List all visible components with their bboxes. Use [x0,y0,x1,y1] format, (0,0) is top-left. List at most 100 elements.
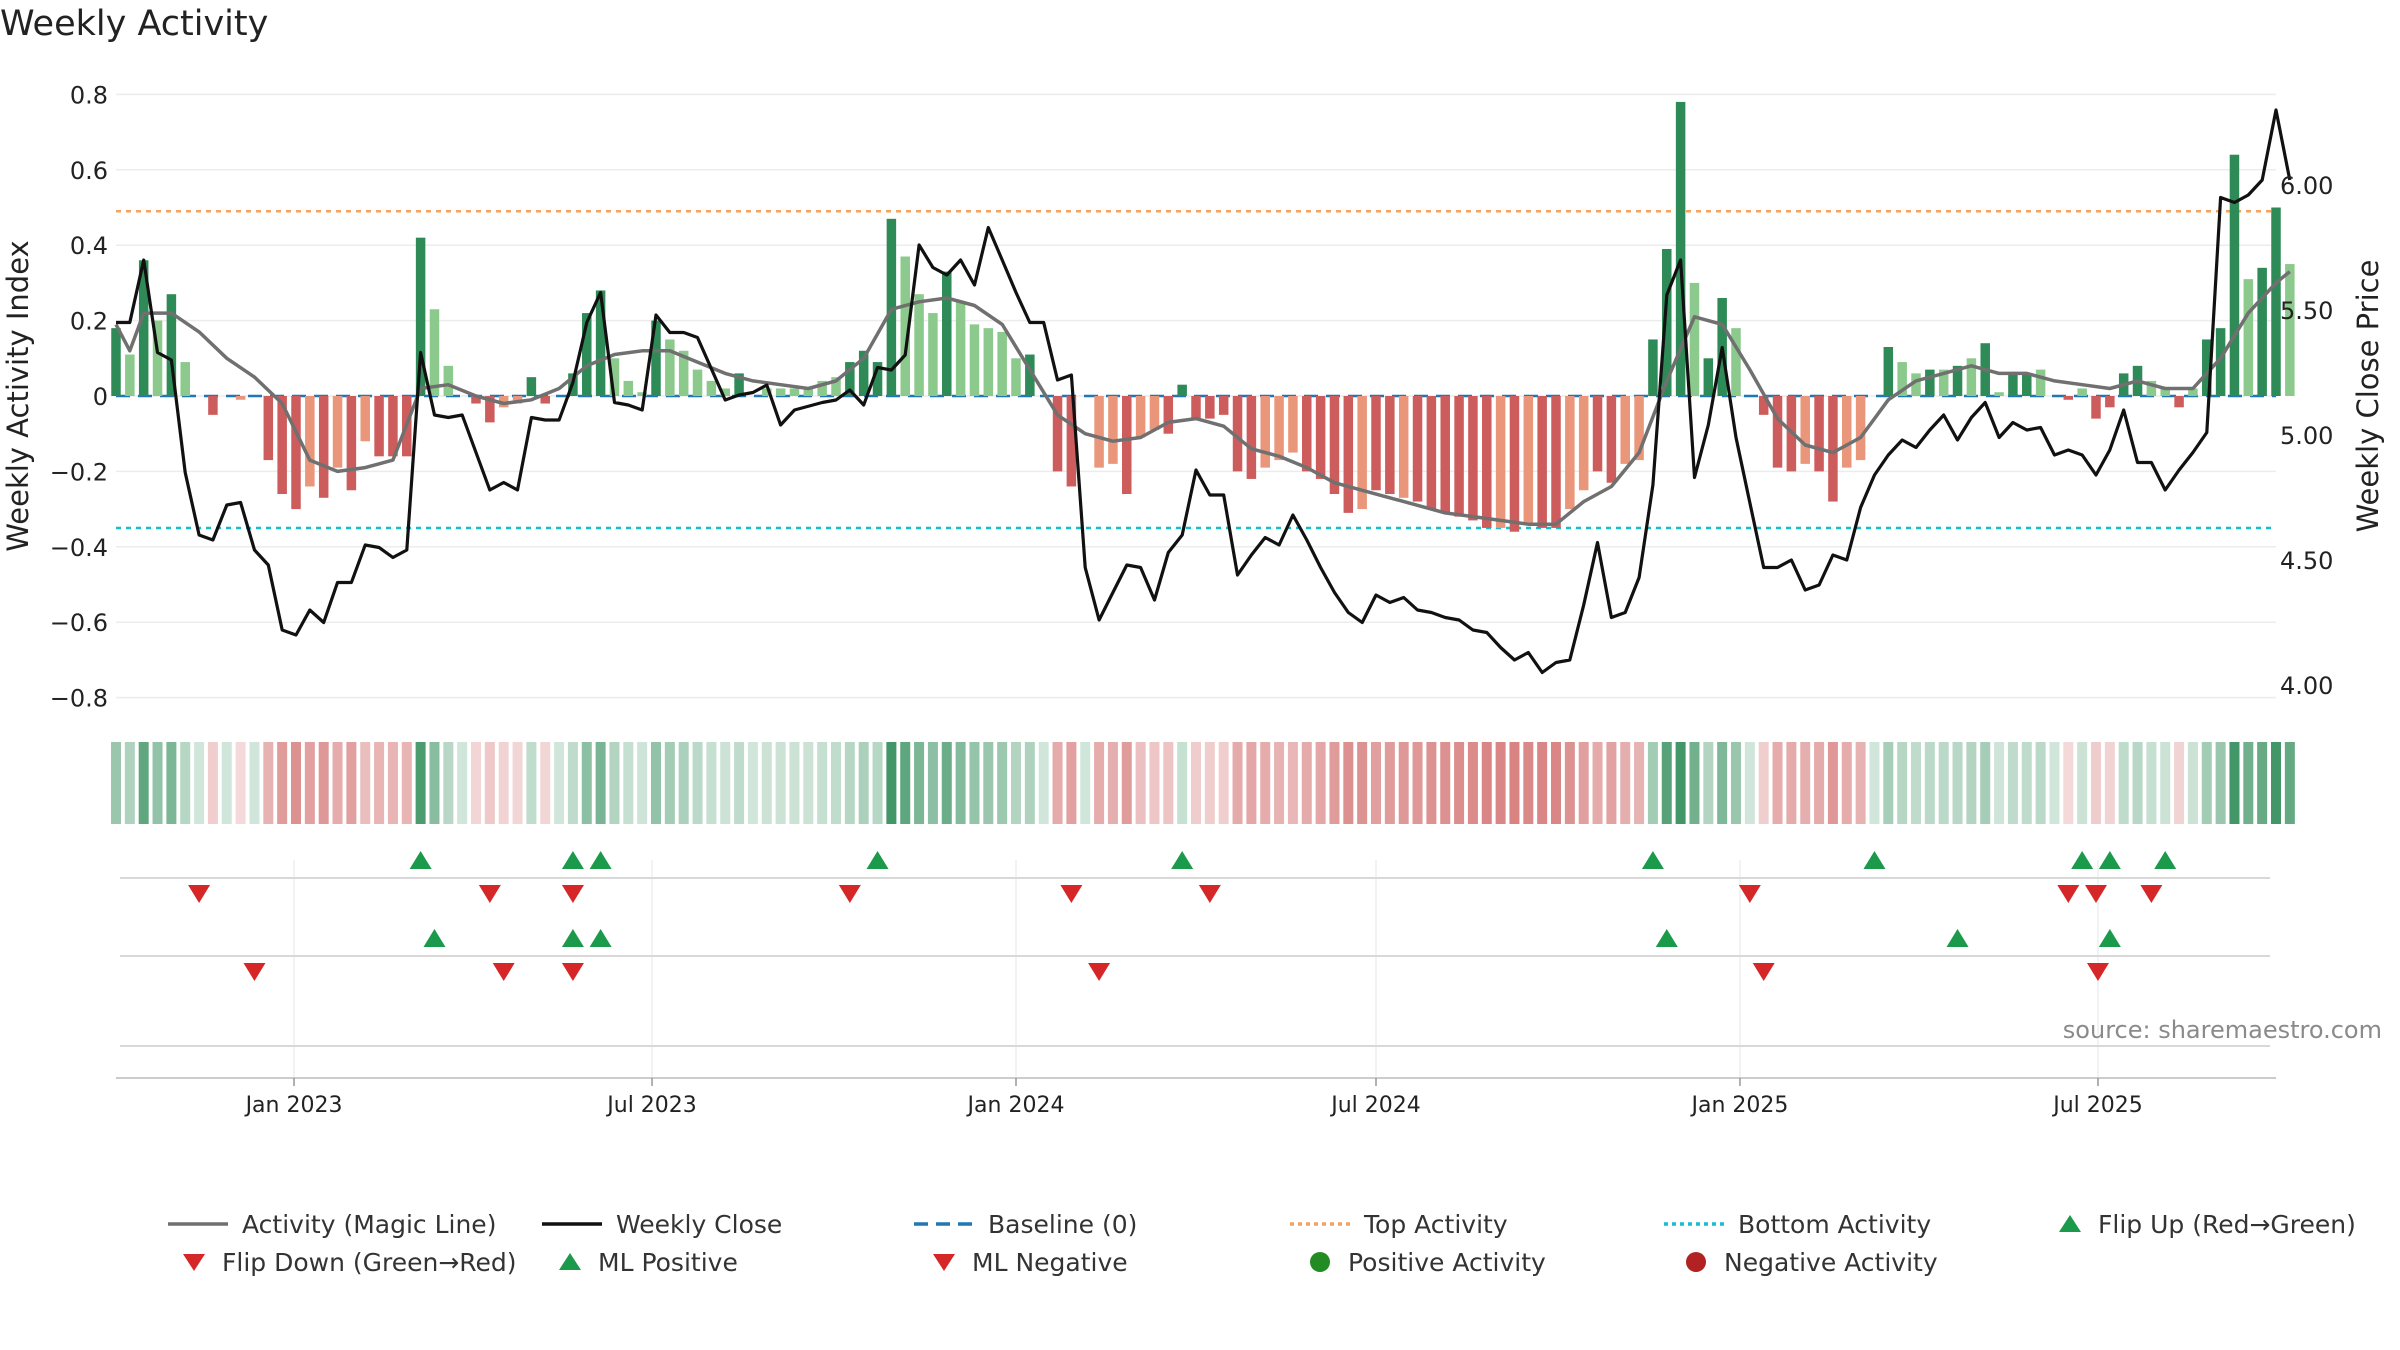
heat-strip-cell [2035,742,2046,824]
heat-strip-cell [1246,742,1257,824]
heat-strip-cell [1343,742,1354,824]
legend-bottom-activity: Bottom Activity [1664,1206,1931,1242]
heat-strip-cell [623,742,634,824]
y2-axis-title: Weekly Close Price [2351,260,2385,533]
activity-bar [1025,354,1035,396]
x-tick-label: Jul 2025 [2051,1093,2143,1118]
heat-strip-cell [1620,742,1631,824]
activity-bar [775,388,786,396]
heat-strip-cell [1689,742,1700,824]
legend-swatch [2059,1215,2081,1232]
activity-bar [208,396,218,415]
activity-bar [1288,396,1298,453]
ml-positive-marker [589,929,612,947]
legend-label: Baseline (0) [988,1209,1138,1239]
heat-strip-cell [651,742,661,824]
activity-bar [1135,396,1146,438]
heat-strip-cell [581,742,592,824]
heat-strip-cell [1149,742,1160,824]
activity-bar [1772,396,1783,468]
activity-bar [443,365,454,396]
flip-down-marker [1060,885,1083,903]
heat-strip-cell [1204,742,1215,824]
heat-strip-cell [1994,742,2005,824]
heat-strip-cell [443,742,454,824]
heat-strip-cell [484,742,495,824]
heat-strip-cell [1717,742,1728,824]
heat-strip-cell [1606,742,1617,824]
heat-strip-cell [1384,742,1395,824]
activity-bar [1052,396,1063,472]
heat-strip-cell [1371,742,1381,824]
legend-label: Activity (Magic Line) [242,1209,497,1239]
activity-bar [2008,373,2018,396]
heat-strip-cell [526,742,537,824]
activity-bar [1094,396,1104,468]
activity-bar [2063,396,2074,400]
heat-strip-cell [457,742,468,824]
heat-strip-cell [1537,742,1548,824]
activity-bar [872,362,883,396]
heat-strip-cell [1135,742,1146,824]
heat-strip-cell [249,742,260,824]
legend-ml-positive: ML Positive [556,1244,738,1280]
activity-bar [1828,396,1838,502]
heat-strip-cell [567,742,578,824]
heat-strip-cell [1647,742,1658,824]
heat-strip-cell [1481,742,1492,824]
activity-bar [1011,358,1021,396]
heat-strip-cell [1052,742,1063,824]
activity-bar [498,396,509,408]
legend: Activity (Magic Line) Weekly Close Baselin… [0,1200,2400,1290]
heat-strip-cell [1924,742,1935,824]
activity-bar [734,373,744,396]
legend-label: ML Negative [972,1247,1128,1277]
activity-bar [263,396,274,461]
heat-strip-cell [1772,742,1783,824]
heat-strip-cell [900,742,911,824]
activity-bar [1482,396,1492,528]
heat-strip-cell [1578,742,1589,824]
heat-strip-cell [374,742,385,824]
activity-bar [1274,396,1284,461]
heat-strip-cell [1675,742,1686,824]
heat-strip-cell [1398,742,1409,824]
heat-strip-cell [1883,742,1894,824]
heat-strip-cell [2187,742,2198,824]
legend-swatch [168,1222,228,1226]
activity-bar [1606,396,1617,483]
activity-bar [1565,396,1575,510]
activity-bar [1675,101,1686,396]
activity-bar [111,328,121,396]
flip-up-marker [1641,851,1664,869]
heat-strip-cell [1121,742,1132,824]
heat-strip-cell [2077,742,2088,824]
activity-bar [2146,380,2157,396]
y-tick-label: −0.6 [50,609,108,637]
activity-bar [969,324,980,396]
activity-bar [997,331,1007,396]
x-tick-label: Jul 2023 [605,1093,697,1118]
activity-bar [526,377,537,396]
activity-bar [955,301,966,396]
heat-strip-cell [720,742,731,824]
heat-strip-cell [2271,742,2281,824]
heat-strip-cell [872,742,883,824]
activity-bar [789,388,800,396]
activity-bar [2243,279,2254,396]
heat-strip-cell [1440,742,1451,824]
activity-bar [152,320,163,396]
heat-strip-cell [734,742,745,824]
activity-heat-strip [111,742,2295,824]
ml-negative-marker [243,963,266,981]
heat-strip-cell [1634,742,1645,824]
activity-bar [2202,339,2212,396]
legend-flip-up: Flip Up (Red→Green) [2056,1206,2356,1242]
heat-strip-cell [1814,742,1825,824]
heat-strip-cell [332,742,343,824]
heat-strip-cell [1744,742,1755,824]
heat-strip-cell [2146,742,2157,824]
heat-strip-cell [194,742,205,824]
legend-weekly-close: Weekly Close [542,1206,782,1242]
activity-bar [1897,362,1907,396]
